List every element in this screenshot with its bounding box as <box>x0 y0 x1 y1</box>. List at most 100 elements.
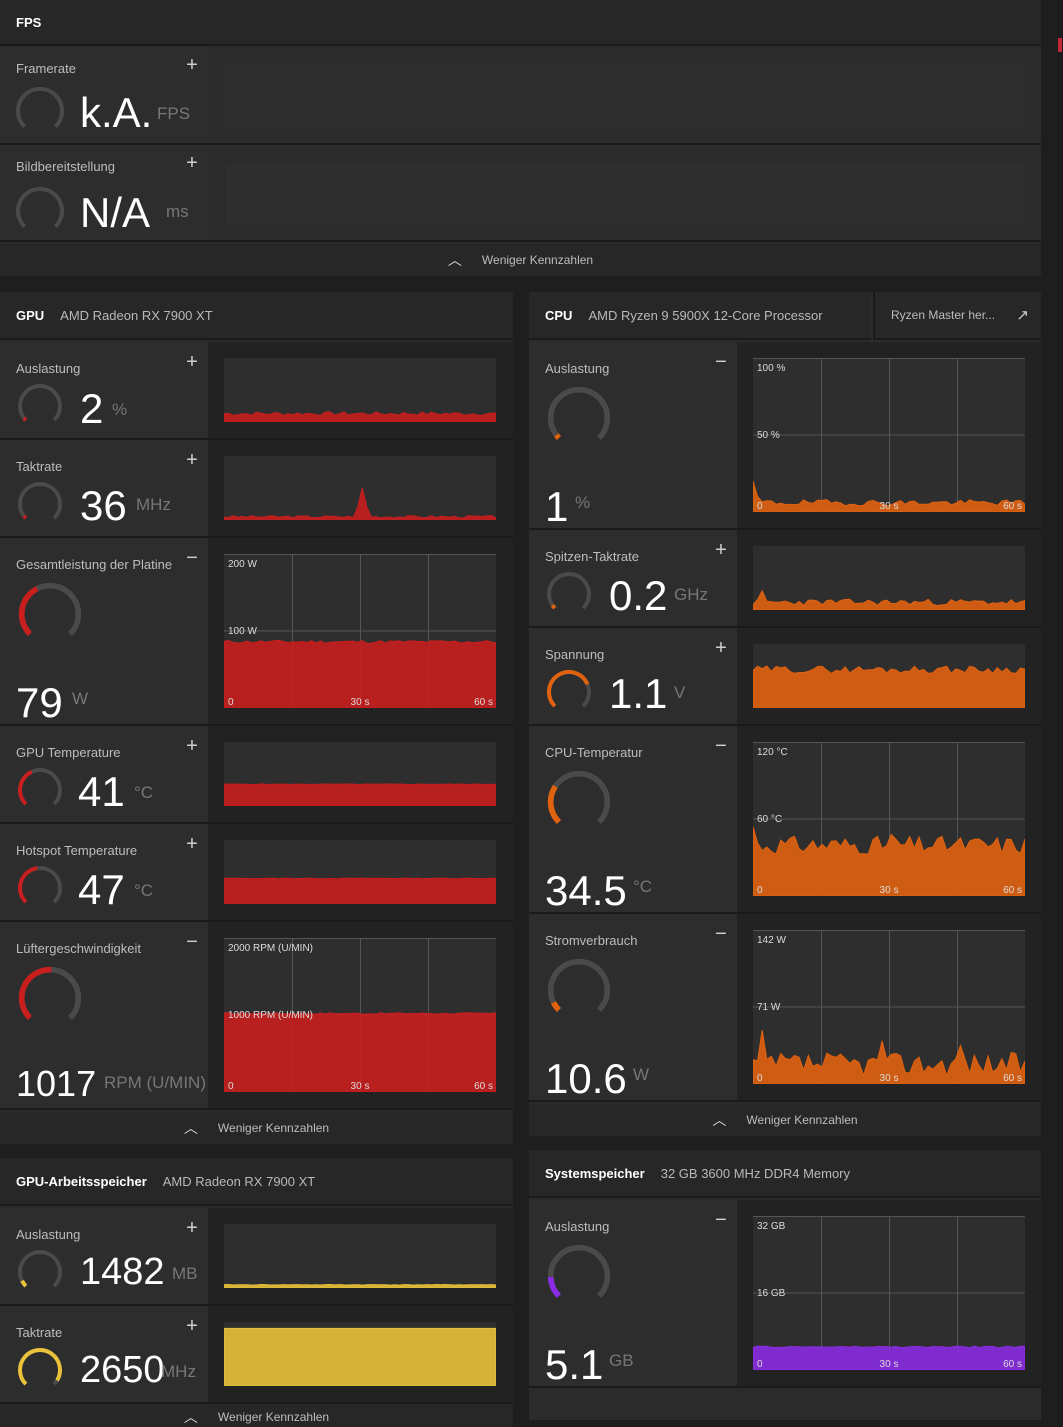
gauge-icon <box>18 866 62 904</box>
axis-tick-label: 60 s <box>474 1081 493 1092</box>
series-area <box>224 1283 496 1288</box>
gauge-icon <box>547 770 611 825</box>
metric-label: Taktrate <box>16 1325 63 1340</box>
expand-toggle[interactable]: + <box>186 1217 198 1239</box>
axis-tick-label: 60 s <box>1003 1073 1022 1084</box>
axis-tick-label: 30 s <box>880 1359 899 1370</box>
series-area <box>224 877 496 904</box>
metric-unit: RPM (U/MIN) <box>104 1073 206 1092</box>
metric-value: 5.1 <box>545 1341 604 1388</box>
axis-tick-label: 142 W <box>757 935 786 946</box>
less-metrics-button[interactable]: ︿ Weniger Kennzahlen <box>0 244 1041 276</box>
expand-toggle[interactable]: + <box>715 637 727 659</box>
axis-tick-label: 32 GB <box>757 1221 786 1232</box>
gauge-icon <box>16 187 64 228</box>
series-area <box>224 411 496 422</box>
collapse-toggle[interactable]: − <box>715 1209 727 1231</box>
gpu-metric-row: Gesamtleistung der Platine − 79 W 200 W 100 W… <box>0 538 513 726</box>
metric-unit: W <box>72 689 89 708</box>
cpu-subtitle: AMD Ryzen 9 5900X 12-Core Processor <box>588 307 823 323</box>
metric-label: CPU-Temperatur <box>545 745 643 760</box>
gauge-icon <box>18 1250 62 1288</box>
less-metrics-button[interactable]: ︿ Weniger Kennzahlen <box>0 1112 513 1144</box>
metric-label: Spannung <box>545 647 605 662</box>
axis-tick-label: 60 s <box>1003 885 1022 896</box>
metric-value: 1017 <box>16 1063 97 1104</box>
expand-toggle[interactable]: + <box>715 539 727 561</box>
gauge-icon <box>547 386 611 441</box>
expand-toggle[interactable]: + <box>186 152 198 174</box>
axis-tick-label: 100 % <box>757 363 785 374</box>
less-metrics-label: Weniger Kennzahlen <box>746 1113 858 1127</box>
metric-unit: GB <box>609 1351 634 1370</box>
expand-toggle[interactable]: + <box>186 351 198 373</box>
scrollbar[interactable] <box>1057 0 1063 1427</box>
gpu-metric-row: Auslastung +2% <box>0 342 513 440</box>
axis-tick-label: 30 s <box>351 697 370 708</box>
metric-unit: W <box>633 1065 650 1084</box>
vram-metric-row: Taktrate +2650 MHz <box>0 1306 513 1404</box>
series-area <box>753 1030 1025 1084</box>
gpu-header: GPU AMD Radeon RX 7900 XT <box>0 292 513 340</box>
metric-value: 10.6 <box>545 1055 627 1102</box>
trend-chart <box>224 358 496 422</box>
scrollbar-thumb[interactable] <box>1058 38 1062 52</box>
series-area <box>753 481 1025 512</box>
ram-header: Systemspeicher 32 GB 3600 MHz DDR4 Memor… <box>529 1150 1041 1198</box>
metric-unit: % <box>112 400 128 419</box>
frametime-row: Bildbereitstellung + N/A ms <box>0 145 1041 242</box>
metric-unit: % <box>575 493 591 512</box>
axis-tick-label: 71 W <box>757 1002 781 1013</box>
metric-label: Gesamtleistung der Platine <box>16 557 173 572</box>
cpu-metric-row: Stromverbrauch − 10.6 W 142 W 71 W 0 30 s 60 s <box>529 914 1041 1102</box>
collapse-toggle[interactable]: − <box>186 931 198 953</box>
fps-panel: FPS Framerate + k.A. FPS Bildbereitstell… <box>0 0 1041 276</box>
metric-unit: ms <box>166 202 189 221</box>
less-metrics-button[interactable]: ︿ Weniger Kennzahlen <box>0 1404 513 1427</box>
metric-label: Stromverbrauch <box>545 933 638 948</box>
metric-value: 0.2 <box>609 572 668 619</box>
expand-toggle[interactable]: + <box>186 1315 198 1337</box>
gauge-icon <box>18 768 62 806</box>
framerate-row: Framerate + k.A. FPS <box>0 47 1041 145</box>
axis-tick-label: 30 s <box>351 1081 370 1092</box>
axis-tick-label: 0 <box>228 1081 234 1092</box>
collapse-toggle[interactable]: − <box>186 547 198 569</box>
gauge-icon <box>18 582 82 637</box>
expand-toggle[interactable]: + <box>186 54 198 76</box>
less-metrics-button[interactable]: ︿ Weniger Kennzahlen <box>529 1104 1041 1136</box>
gauge-icon <box>18 482 62 520</box>
axis-tick-label: 30 s <box>880 1073 899 1084</box>
gpu-title: GPU <box>16 307 45 323</box>
gpu-metric-row: Hotspot Temperature +47 °C <box>0 824 513 922</box>
metric-unit: MB <box>172 1264 198 1283</box>
frametime-chart <box>226 163 1023 225</box>
trend-chart: 32 GB 16 GB 0 30 s 60 s <box>753 1216 1025 1370</box>
axis-tick-label: 1000 RPM (U/MIN) <box>228 1010 313 1021</box>
gauge-icon <box>547 670 591 708</box>
metric-value: 2 <box>80 385 104 432</box>
metric-label: Auslastung <box>16 1227 81 1242</box>
metric-label: Auslastung <box>16 361 81 376</box>
trend-chart <box>224 456 496 520</box>
metric-unit: V <box>674 683 686 702</box>
metric-label: GPU Temperature <box>16 745 121 760</box>
collapse-toggle[interactable]: − <box>715 735 727 757</box>
series-area <box>224 639 496 708</box>
collapse-toggle[interactable]: − <box>715 351 727 373</box>
metric-value: N/A <box>80 189 151 236</box>
series-area <box>753 1345 1025 1370</box>
expand-toggle[interactable]: + <box>186 833 198 855</box>
axis-tick-label: 200 W <box>228 559 257 570</box>
metric-label: Auslastung <box>545 1219 610 1234</box>
expand-toggle[interactable]: + <box>186 735 198 757</box>
collapse-toggle[interactable]: − <box>715 923 727 945</box>
metric-value: 79 <box>16 679 63 726</box>
gpu-metric-row: Taktrate +36 MHz <box>0 440 513 538</box>
metric-value: 41 <box>78 768 125 815</box>
gpu-panel: GPU AMD Radeon RX 7900 XT Auslastung +2% T… <box>0 292 513 1144</box>
ryzen-master-link[interactable]: Ryzen Master her... ↗ <box>873 292 1041 340</box>
metric-label: Auslastung <box>545 361 610 376</box>
expand-toggle[interactable]: + <box>186 449 198 471</box>
